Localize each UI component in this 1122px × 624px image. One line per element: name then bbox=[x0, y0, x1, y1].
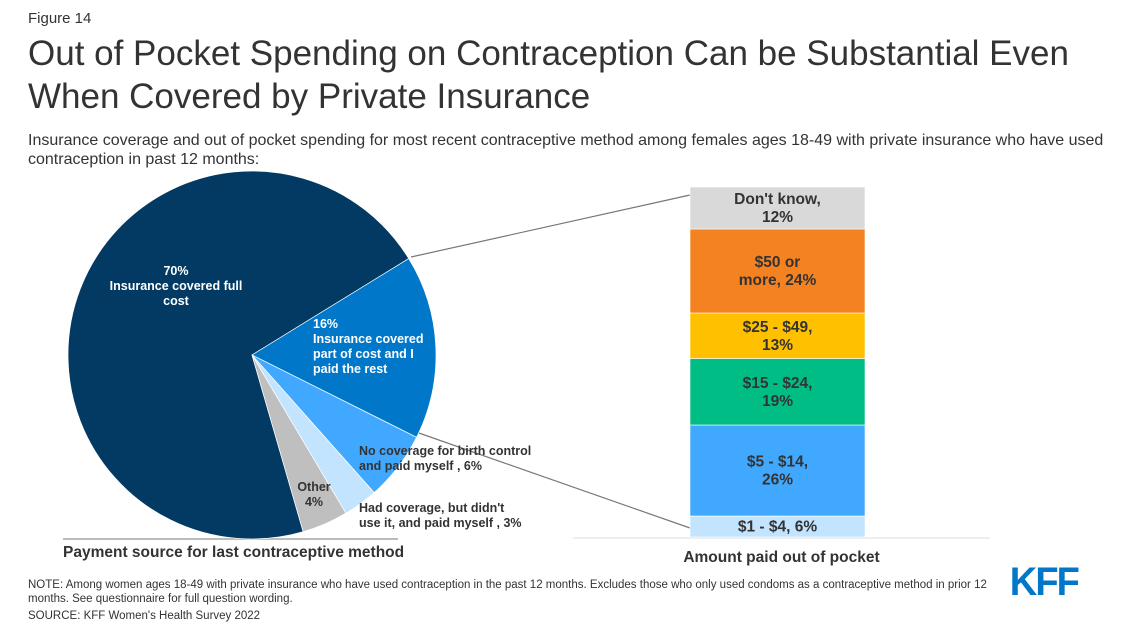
bar-label-1: $5 - $14, 26% bbox=[747, 454, 808, 489]
pie-label-3: Had coverage, but didn't use it, and paid… bbox=[359, 501, 522, 530]
connector-line-bottom bbox=[415, 431, 691, 529]
bar-segment-4 bbox=[689, 228, 866, 314]
pie-slice-1 bbox=[251, 258, 437, 438]
bar-label-0: $1 - $4, 6% bbox=[738, 519, 817, 536]
pie-slice-0 bbox=[67, 170, 410, 540]
pie-label-2: No coverage for birth control and paid my… bbox=[359, 444, 531, 473]
bar-axis-label: Amount paid out of pocket bbox=[683, 549, 880, 566]
bar-segment-5 bbox=[689, 186, 866, 230]
chart-title: Out of Pocket Spending on Contraception … bbox=[28, 34, 1069, 116]
bar-segment-1 bbox=[689, 424, 866, 517]
pie-label-4: Other 4% bbox=[297, 480, 330, 509]
bar-label-4: $50 or more, 24% bbox=[739, 254, 817, 289]
pie-label-0: 70% Insurance covered full cost bbox=[110, 264, 243, 308]
pie-slice-4 bbox=[251, 354, 347, 533]
note: NOTE: Among women ages 18-49 with privat… bbox=[28, 579, 987, 605]
bar-segment-2 bbox=[689, 358, 866, 426]
figure-label: Figure 14 bbox=[28, 10, 92, 27]
bar-label-5: Don't know, 12% bbox=[734, 191, 821, 226]
bar-label-3: $25 - $49, 13% bbox=[743, 319, 813, 354]
source: SOURCE: KFF Women's Health Survey 2022 bbox=[28, 610, 261, 622]
bar-segment-3 bbox=[689, 312, 866, 359]
pie-axis-label: Payment source for last contraceptive me… bbox=[63, 544, 405, 561]
chart-subtitle: Insurance coverage and out of pocket spe… bbox=[28, 132, 1104, 168]
connector-line-top bbox=[410, 194, 691, 258]
kff-logo: KFF bbox=[1009, 560, 1080, 604]
bar-label-2: $15 - $24, 19% bbox=[743, 375, 813, 410]
